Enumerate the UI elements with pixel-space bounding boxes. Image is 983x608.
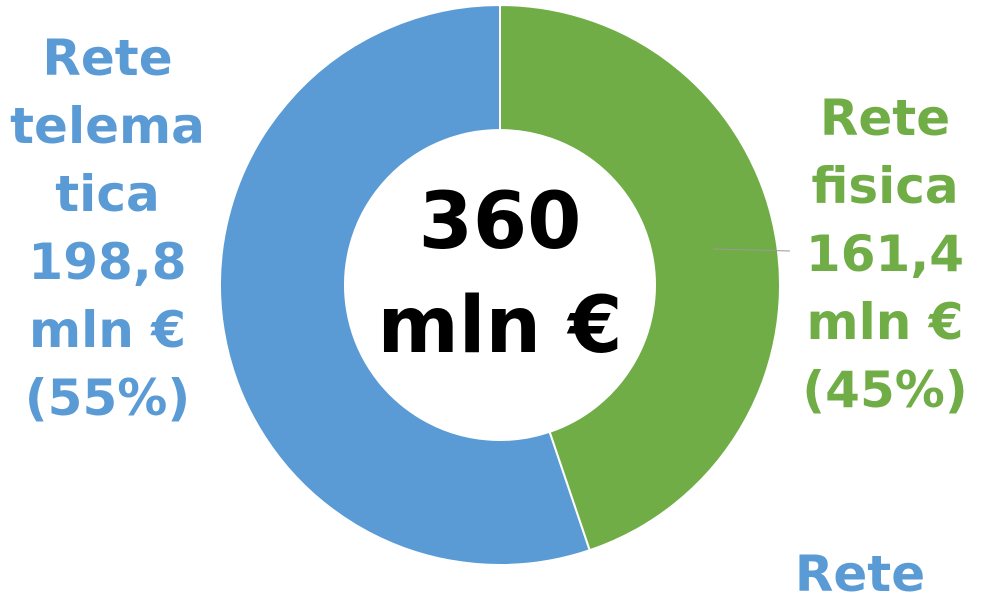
center-label: 360 mln € (377, 177, 623, 371)
value-label: 198,8 mln € (28, 233, 187, 359)
percent-label: (55%) (24, 369, 191, 427)
annotation: Rete (794, 545, 926, 603)
percent-label: (45%) (802, 361, 968, 419)
chart (219, 3, 791, 566)
donut-slice (499, 3, 781, 552)
slice-label: Rete telematica 198,8 mln € (55%) (0, 24, 215, 432)
value-label: 161,4 mln € (805, 225, 965, 351)
leader-line (712, 248, 791, 252)
page: 360 mln € Rete telematica 198,8 mln € (5… (0, 3, 980, 603)
donut-slice (219, 3, 591, 566)
category-label: Rete telematica (10, 29, 205, 223)
slice-label: Rete fisica 161,4 mln € (45%) (790, 84, 980, 424)
category-label: Rete fisica (811, 89, 959, 215)
